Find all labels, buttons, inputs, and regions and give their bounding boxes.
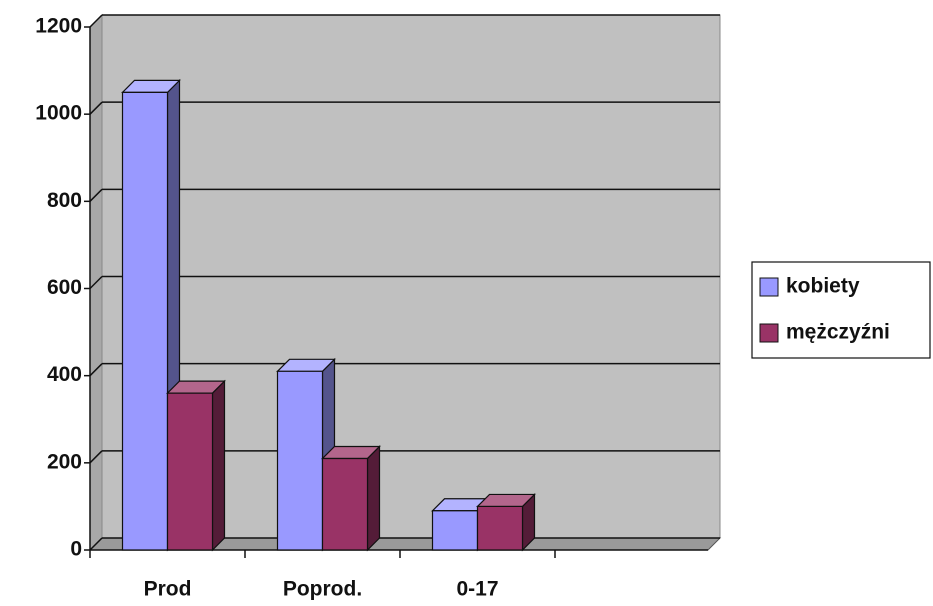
bar-front xyxy=(476,505,524,551)
legend-box xyxy=(751,261,931,359)
grid-line xyxy=(89,275,103,290)
legend-label: kobiety xyxy=(786,275,860,298)
legend-swatch xyxy=(759,323,779,343)
grid-line xyxy=(89,188,103,202)
bar xyxy=(166,379,226,552)
bar-front xyxy=(321,457,369,551)
bar-front xyxy=(166,392,214,551)
bar-front xyxy=(276,370,324,551)
y-tick-label: 800 xyxy=(47,189,82,212)
bar-side xyxy=(211,379,226,552)
grid-line xyxy=(89,101,103,115)
grid-line xyxy=(89,450,103,464)
y-tick-label: 400 xyxy=(47,363,82,386)
y-tick-label: 600 xyxy=(47,276,82,299)
bar-side xyxy=(366,445,381,552)
legend-swatch xyxy=(759,277,779,297)
grid-line xyxy=(89,537,103,551)
grid-line xyxy=(89,363,103,377)
bar xyxy=(321,445,381,552)
y-tick-label: 200 xyxy=(47,450,82,473)
x-tick-label: 0-17 xyxy=(456,578,498,601)
x-tick-label: Prod xyxy=(144,578,192,601)
grid-line xyxy=(89,14,103,28)
legend-label: mężczyźni xyxy=(786,321,890,344)
bar xyxy=(476,492,536,552)
y-tick-label: 1200 xyxy=(35,15,82,38)
bar-front xyxy=(431,510,479,551)
y-tick-label: 1000 xyxy=(35,102,82,125)
bar-front xyxy=(121,91,169,551)
y-tick-label: 0 xyxy=(70,538,82,561)
x-tick-label: Poprod. xyxy=(283,578,362,601)
